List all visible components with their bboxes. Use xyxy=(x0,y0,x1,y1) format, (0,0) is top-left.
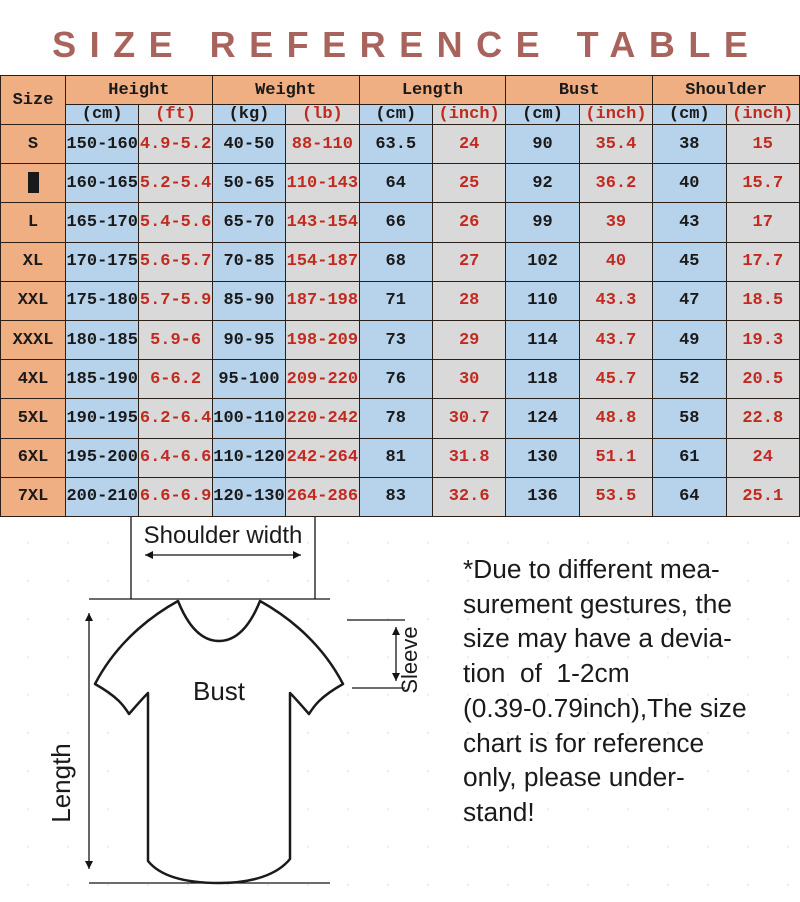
svg-text:Bust: Bust xyxy=(193,676,246,706)
svg-text:Length: Length xyxy=(46,743,76,823)
svg-text:Sleeve: Sleeve xyxy=(397,626,422,693)
svg-text:Shoulder width: Shoulder width xyxy=(144,522,303,549)
